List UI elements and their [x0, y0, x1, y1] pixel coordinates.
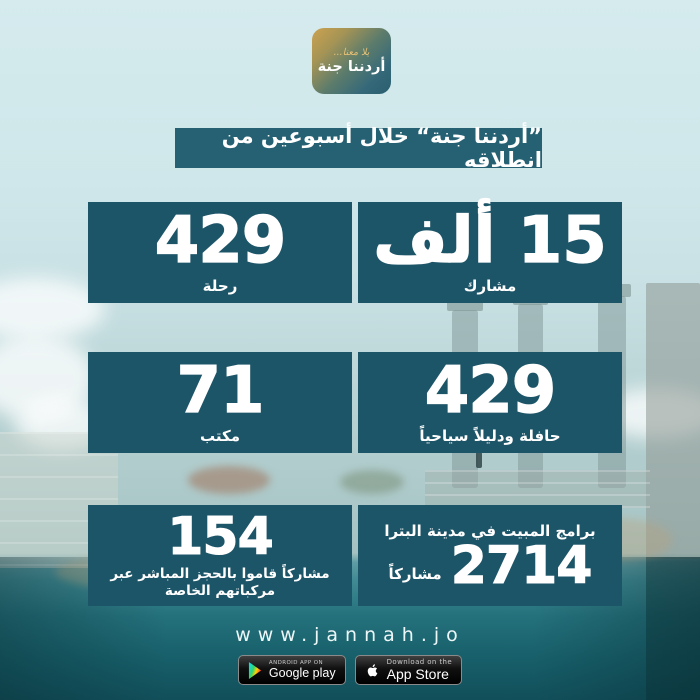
bg-right-pillar: [646, 283, 700, 559]
bg-person-silhouette: [476, 452, 482, 468]
stat-value: 429: [424, 354, 557, 429]
stat-value-row: 2714 مشاركاً: [388, 535, 593, 596]
stat-label: رحلة: [202, 276, 238, 295]
apple-icon: [367, 663, 377, 676]
logo-tagline: يلا معنا...: [333, 46, 370, 58]
stat-value: 154: [167, 507, 275, 568]
stat-label: مشارك: [463, 276, 517, 295]
headline-banner: ”أردننا جنة“ خلال أسبوعين من انطلاقه: [175, 124, 542, 172]
stat-title: برامج المبيت في مدينة البترا: [384, 521, 596, 540]
app-store-badge[interactable]: Download on the App Store: [354, 655, 463, 685]
google-play-line2: Google play: [268, 665, 336, 680]
stat-label: حافلة ودليلاً سياحياً: [419, 426, 561, 445]
stat-trips: 429 رحلة: [88, 202, 352, 303]
stat-petra-overnight-participants: برامج المبيت في مدينة البترا 2714 مشاركا…: [358, 505, 622, 606]
app-logo: يلا معنا... أردننا جنة: [312, 28, 391, 94]
stat-participants-total: 15 ألف مشارك: [358, 202, 622, 303]
stat-value: 15 ألف: [373, 204, 609, 279]
google-play-badge[interactable]: ANDROID APP ON Google play: [237, 655, 346, 685]
stat-value: 71: [176, 354, 265, 429]
app-store-line1: Download on the: [386, 657, 453, 666]
bg-right-pillar-reflection: [646, 557, 700, 700]
bg-red-shrub: [188, 466, 270, 494]
stat-label-line1: مشاركاً قاموا بالحجز المباشر عبر: [110, 566, 330, 583]
stat-side-label: مشاركاً: [388, 564, 442, 583]
app-store-line2: App Store: [386, 665, 449, 682]
stat-direct-booking-participants: 154 مشاركاً قاموا بالحجز المباشر عبر مرك…: [88, 505, 352, 606]
bg-temple-steps: [425, 470, 650, 508]
headline-text: ”أردننا جنة“ خلال أسبوعين من انطلاقه: [221, 124, 542, 172]
google-play-text: ANDROID APP ON Google play: [269, 660, 336, 681]
google-play-line1: ANDROID APP ON: [268, 659, 323, 666]
app-store-text: Download on the App Store: [387, 658, 452, 682]
google-play-icon: [248, 661, 262, 679]
stat-label-line2: مركباتهم الخاصة: [164, 583, 276, 600]
website-url[interactable]: www.jannah.jo: [235, 624, 465, 646]
stat-label: مكتب: [200, 426, 241, 445]
stat-offices: 71 مكتب: [88, 352, 352, 453]
stat-buses-guides: 429 حافلة ودليلاً سياحياً: [358, 352, 622, 453]
store-badges: ANDROID APP ON Google play Download on t…: [0, 655, 700, 685]
stat-value: 2714: [450, 535, 593, 596]
logo-title: أردننا جنة: [317, 59, 386, 75]
bg-green-tree: [340, 470, 404, 494]
stat-value: 429: [154, 204, 287, 279]
